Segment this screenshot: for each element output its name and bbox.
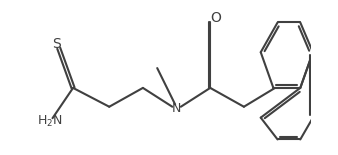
Text: O: O <box>210 11 221 25</box>
Text: S: S <box>52 37 61 51</box>
Text: N: N <box>172 102 181 115</box>
Text: H$_2$N: H$_2$N <box>37 114 63 129</box>
